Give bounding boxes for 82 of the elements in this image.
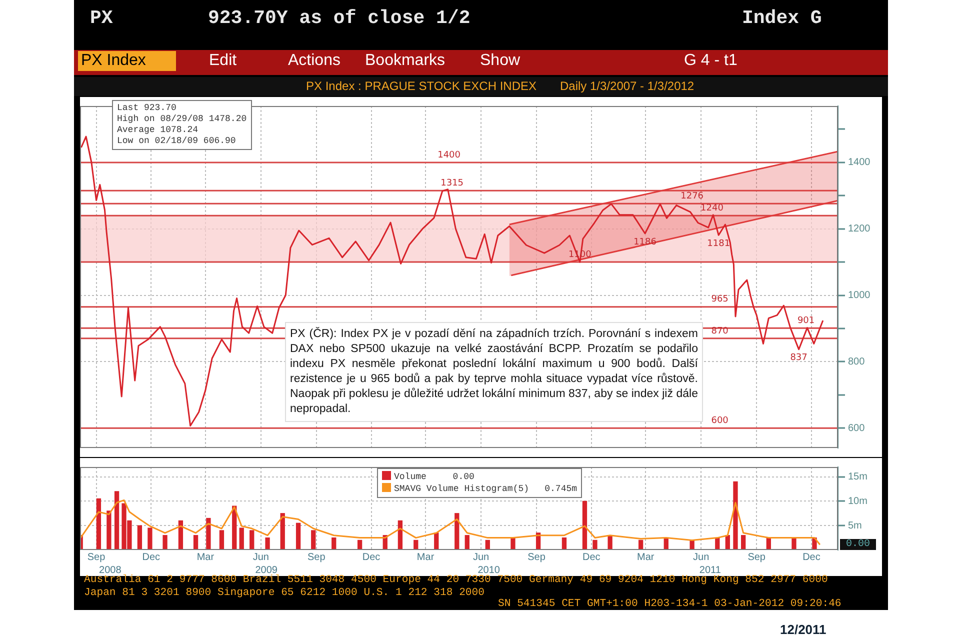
x-tick-label: Jun: [252, 552, 269, 563]
x-tick-label: Dec: [142, 552, 160, 563]
x-tick-label: Jun: [693, 552, 710, 563]
annotation: 965: [711, 294, 728, 305]
bar: [792, 537, 796, 550]
annotation: Last 923.70: [117, 103, 178, 114]
text: Japan 81 3 3201 8900 Singapore 65 6212 1000 U.S. 1 212 318 2000: [84, 587, 485, 599]
text: Actions: [288, 52, 340, 70]
bar: [106, 510, 112, 550]
text: Australia 61 2 9777 8600 Brazil 5511 3048 4500 Europe 44 20 7330 7500 Germany 49 69 9204 1210 Hong Kong 852 2977 6000: [84, 574, 828, 586]
bar: [296, 522, 301, 550]
text: 0.00: [840, 539, 876, 550]
bar: [114, 491, 120, 550]
x-tick-label: Jun: [472, 552, 490, 563]
bar: [137, 525, 142, 550]
bar: [311, 530, 316, 550]
annotation: 901: [797, 316, 815, 326]
bar: [608, 535, 612, 550]
bar: [239, 528, 244, 550]
annotation: 870: [711, 326, 729, 336]
bar: [592, 540, 598, 550]
x-tick-label: Dec: [582, 552, 600, 563]
x-tick-label: Sep: [748, 552, 766, 563]
annotation: Average 1078.24: [117, 125, 200, 136]
annotation: 1276: [680, 191, 704, 202]
x-tick-label: Dec: [362, 552, 380, 563]
y-tick-label: 10m: [848, 496, 868, 507]
y-tick-label: 15m: [848, 472, 868, 483]
legend-label: Volume: [394, 472, 426, 482]
annotation: PX (ČR): Index PX je v pozadí dění na západních trzích. Porovnání s indexem DAX nebo SP500 ukazuje na velké zaostávání BCPP. Prozatím se podařilo indexu PX nesměle překonat poslední lokální maximum u 900 bodů. Další rezistence je u 965 bodů a pak by teprve mohla situace vypadat více růstově. Naopak při poklesu je důležité udržet lokální minimum 837, aby se index již dále nepropadal.: [285, 322, 703, 422]
x-tick-label: Mar: [196, 552, 215, 563]
annotation: High on 08/29/08 1478.20: [117, 114, 247, 125]
chart-title: PX Index : PRAGUE STOCK EXCH INDEX: [306, 79, 537, 93]
x-tick-label: Sep: [528, 552, 546, 563]
bar: [265, 537, 270, 550]
annotation: 1400: [438, 150, 461, 160]
x-tick-label: Mar: [637, 552, 655, 563]
text: PX Index: [78, 51, 176, 71]
annotation: 600: [711, 416, 729, 426]
bar: [510, 537, 516, 550]
y-tick-label: 1000: [848, 290, 871, 302]
annotation: 837: [790, 353, 808, 364]
text: G 4 - t1: [684, 52, 738, 70]
y-tick-label: 1400: [848, 157, 871, 168]
bar: [464, 535, 470, 550]
text: Show: [480, 52, 520, 70]
y-tick-label: 1200: [848, 224, 871, 235]
text: 12/2011: [780, 622, 826, 637]
bar: [733, 481, 738, 550]
y-tick-label: 800: [848, 356, 866, 368]
bar: [148, 528, 152, 550]
y-tick-label: 600: [848, 422, 866, 434]
bar: [219, 530, 224, 550]
annotation: 0.00: [452, 471, 474, 483]
text: PX: [90, 7, 113, 29]
bar: [193, 535, 198, 550]
annotation: 1240: [700, 203, 724, 214]
bar: [96, 498, 102, 550]
text: Bookmarks: [365, 52, 446, 70]
x-tick-label: Sep: [87, 552, 106, 563]
x-tick-label: Mar: [416, 552, 435, 563]
annotation: Low on 02/18/09 606.90: [117, 136, 237, 147]
x2-tick-label: 2010: [478, 564, 500, 576]
bar: [250, 530, 254, 550]
chart-subtitle: Daily 1/3/2007 - 1/3/2012: [560, 79, 694, 93]
bar: [162, 535, 168, 550]
bar: [206, 518, 211, 550]
text: 923.70Y as of close 1/2: [208, 7, 470, 29]
y-tick-label: 5m: [848, 520, 862, 532]
x2-tick-label: 2011: [699, 564, 722, 576]
bar: [582, 500, 588, 550]
x-tick-label: Sep: [307, 552, 326, 563]
legend-label: SMAVG Volume Histogram(5): [394, 484, 530, 494]
text: SN 541345 CET GMT+1:00 H203-134-1 03-Jan-2012 09:20:46: [498, 598, 842, 610]
text: Edit: [209, 52, 237, 70]
annotation: 1315: [440, 178, 464, 189]
bar: [740, 535, 746, 550]
annotation: 0.745m: [544, 483, 578, 495]
x-tick-label: Dec: [802, 552, 820, 563]
x2-tick-label: 2008: [99, 564, 122, 576]
annotation: 1181: [707, 239, 730, 250]
text: Index G: [742, 7, 822, 29]
